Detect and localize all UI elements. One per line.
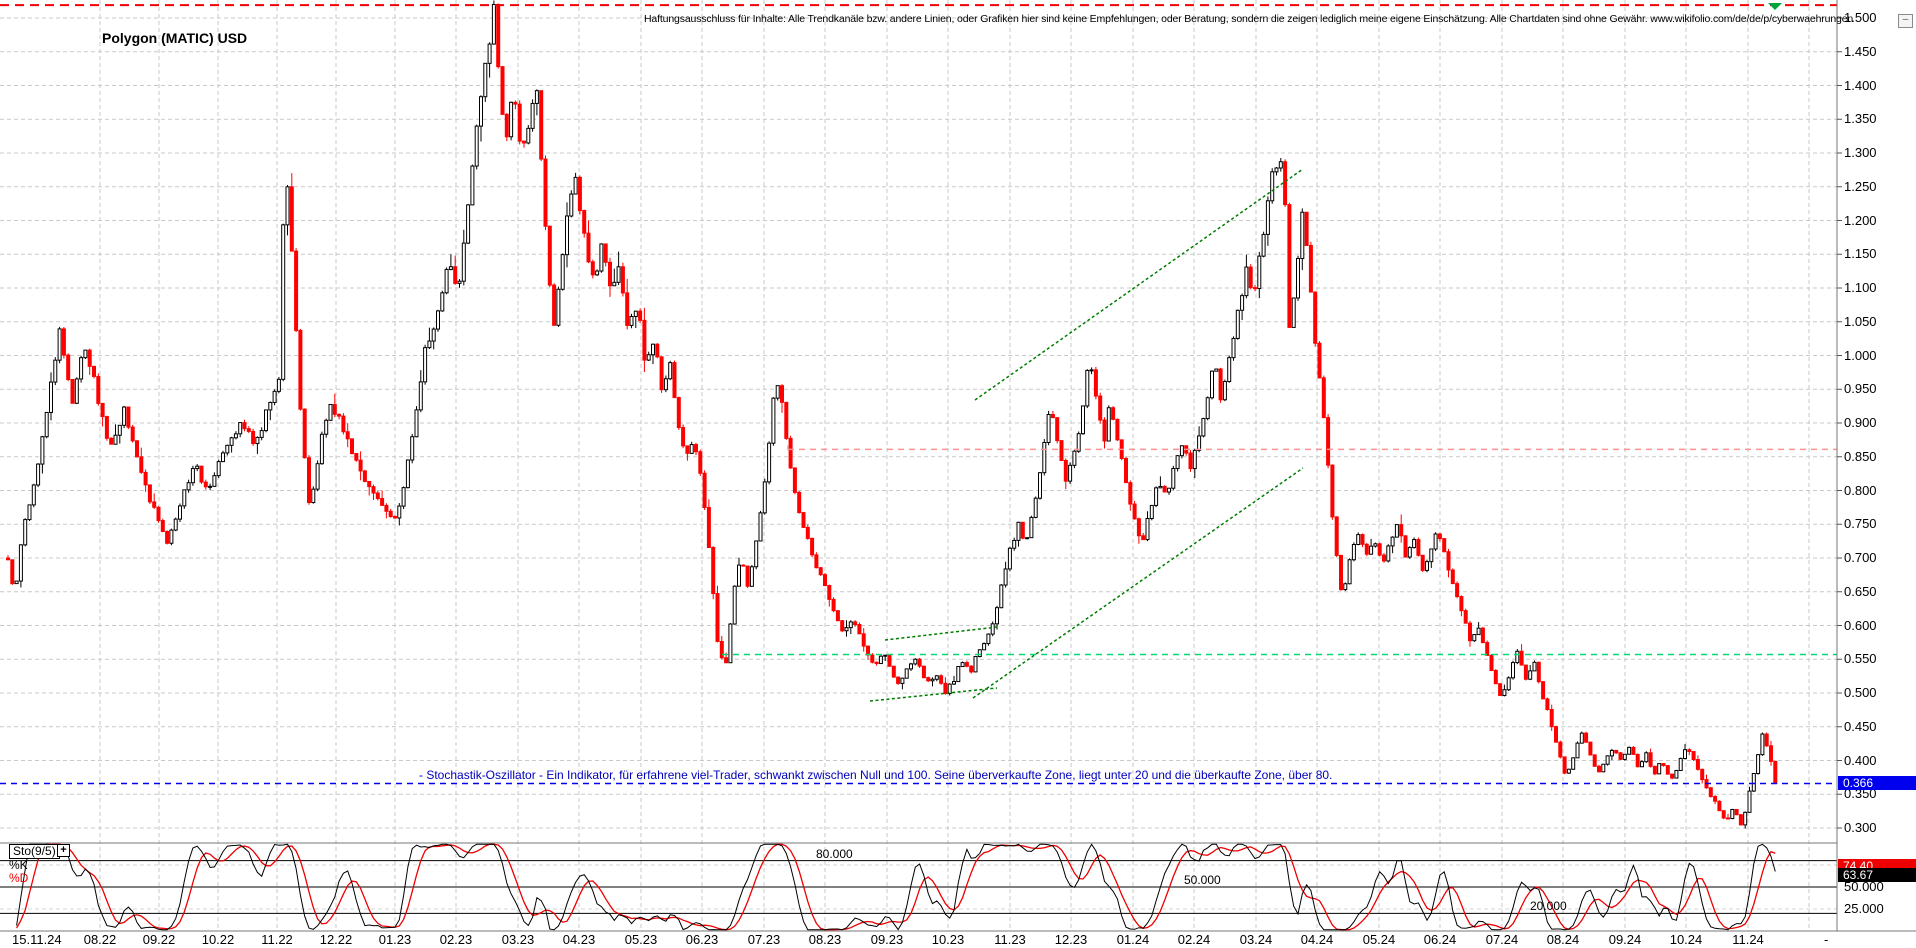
oscillator-axis-label: 50.000 bbox=[1844, 879, 1884, 894]
oscillator-zone-label: 80.000 bbox=[816, 846, 853, 861]
date-axis-label: 11.24 bbox=[1732, 932, 1764, 947]
price-axis-label: 0.650 bbox=[1844, 583, 1877, 599]
date-axis-label: 07.24 bbox=[1485, 932, 1519, 947]
price-axis-label: 0.500 bbox=[1844, 685, 1877, 700]
price-axis-label: 1.000 bbox=[1844, 347, 1877, 363]
price-axis-label: 1.250 bbox=[1844, 178, 1877, 194]
percent-d-label: %D bbox=[9, 871, 29, 885]
date-axis-label: 01.23 bbox=[378, 932, 412, 947]
plus-icon[interactable]: + bbox=[57, 844, 70, 857]
date-axis-label: 05.23 bbox=[624, 932, 658, 947]
price-axis-label: 1.300 bbox=[1844, 145, 1877, 160]
date-axis-label: 12.22 bbox=[319, 932, 353, 947]
date-axis-label: 11.22 bbox=[261, 932, 293, 947]
price-axis-label: 1.500 bbox=[1844, 10, 1877, 25]
date-axis-label: 07.23 bbox=[747, 932, 781, 947]
price-axis-label: 1.450 bbox=[1844, 43, 1877, 59]
oscillator-axis-label: 25.000 bbox=[1844, 901, 1884, 916]
date-axis-label: 10.22 bbox=[201, 932, 235, 947]
price-axis-label: 0.450 bbox=[1844, 718, 1877, 734]
page-title: Polygon (MATIC) USD bbox=[102, 30, 248, 46]
date-axis-label: 08.24 bbox=[1546, 932, 1580, 947]
date-axis-label: 11.23 bbox=[994, 932, 1026, 947]
date-axis-label: 03.24 bbox=[1239, 932, 1273, 947]
price-axis-label: 1.050 bbox=[1844, 313, 1877, 329]
price-axis-label: 1.150 bbox=[1844, 246, 1877, 262]
price-axis-label: 1.350 bbox=[1844, 111, 1877, 127]
date-axis-label: 03.23 bbox=[501, 932, 535, 947]
date-axis-label: 02.24 bbox=[1177, 932, 1211, 947]
stochastic-note: - Stochastik-Oszillator - Ein Indikator,… bbox=[419, 768, 1333, 782]
date-axis-label: 09.24 bbox=[1608, 932, 1642, 947]
date-axis-label: 06.24 bbox=[1423, 932, 1457, 947]
price-axis-label: 0.400 bbox=[1844, 752, 1877, 768]
oscillator-zone-label: 50.000 bbox=[1184, 873, 1221, 887]
stochastic-k-badge: 63.67 bbox=[1838, 867, 1916, 882]
price-axis-label: 0.950 bbox=[1844, 381, 1877, 397]
date-axis-label: 08.22 bbox=[83, 932, 117, 947]
price-axis-label: 1.100 bbox=[1844, 280, 1877, 295]
price-axis-label: 0.600 bbox=[1844, 617, 1877, 633]
date-axis-label: 12.23 bbox=[1054, 932, 1088, 947]
oscillator-zone-label: 20.000 bbox=[1530, 899, 1567, 914]
price-axis-label: 1.200 bbox=[1844, 212, 1877, 228]
price-axis-label: 0.850 bbox=[1844, 448, 1877, 464]
price-axis-label: 0.550 bbox=[1844, 651, 1877, 667]
date-axis-label: 08.23 bbox=[808, 932, 842, 947]
percent-k-label: %K bbox=[9, 858, 28, 872]
date-axis-label: 06.23 bbox=[685, 932, 719, 947]
date-axis-label: 10.24 bbox=[1669, 932, 1703, 947]
oscillator-legend[interactable]: Sto(9/5) bbox=[9, 844, 60, 859]
price-axis-label: 0.800 bbox=[1844, 482, 1877, 498]
date-axis-label: 10.23 bbox=[931, 932, 965, 947]
price-axis-label: 0.750 bbox=[1844, 516, 1877, 532]
price-axis-label: 1.400 bbox=[1844, 77, 1877, 93]
price-axis-label: 0.300 bbox=[1844, 820, 1877, 835]
price-axis-label: 0.700 bbox=[1844, 550, 1877, 565]
minimize-icon[interactable]: – bbox=[1898, 14, 1913, 28]
date-axis-label: 02.23 bbox=[439, 932, 473, 947]
price-axis-label: 0.900 bbox=[1844, 415, 1877, 430]
date-axis-label: 04.24 bbox=[1300, 932, 1334, 947]
date-axis-latest-date: 15.11.24 bbox=[12, 932, 62, 947]
disclaimer-text: Haftungsausschluss für Inhalte: Alle Tre… bbox=[644, 13, 1854, 25]
date-axis-label: 09.23 bbox=[870, 932, 904, 947]
date-axis-label: 04.23 bbox=[562, 932, 596, 947]
date-axis-label: 05.24 bbox=[1362, 932, 1396, 947]
price-axis-label: 0.350 bbox=[1844, 786, 1877, 802]
date-axis-label: 09.22 bbox=[142, 932, 176, 947]
axis-end-dash: - bbox=[1824, 932, 1829, 947]
current-price-badge: 0.366 bbox=[1838, 776, 1916, 791]
date-axis-label: 01.24 bbox=[1116, 932, 1150, 947]
